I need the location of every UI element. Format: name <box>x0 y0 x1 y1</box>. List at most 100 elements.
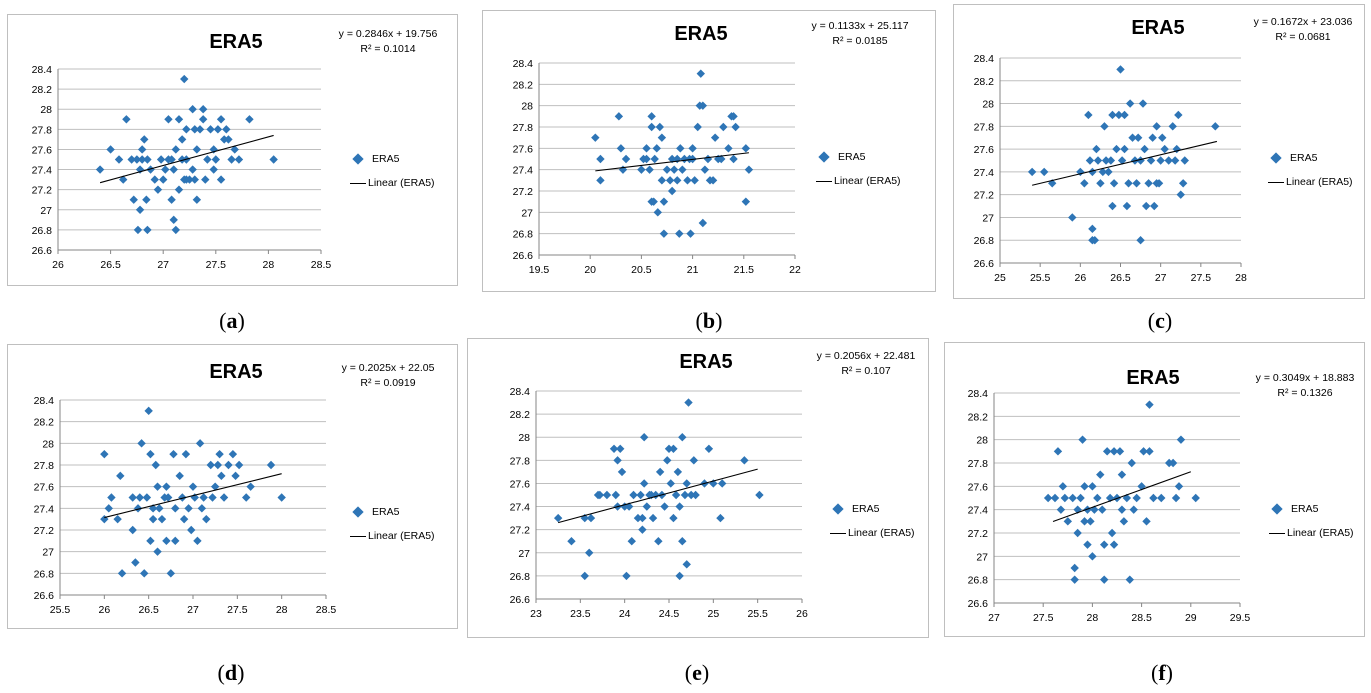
data-point <box>132 155 142 164</box>
y-tick-label: 26.8 <box>513 229 534 241</box>
data-point <box>553 513 563 523</box>
y-tick-label: 28 <box>42 438 54 450</box>
data-point <box>669 165 679 174</box>
data-point <box>167 155 176 164</box>
data-point <box>182 125 191 134</box>
data-point <box>128 525 137 535</box>
data-point <box>162 536 171 546</box>
data-point <box>647 122 656 132</box>
scatter-plot: 26.6 26.8 27 27.2 27.4 27.6 27.8 28 28.2 28.4 26 26… <box>32 64 332 271</box>
data-point <box>224 135 233 144</box>
x-tick-label: 26.5 <box>100 259 121 271</box>
y-tick-label: 26.8 <box>974 235 995 247</box>
data-point <box>675 502 684 511</box>
y-tick-label: 27.4 <box>510 502 531 514</box>
data-point <box>216 115 226 124</box>
data-point <box>1140 144 1149 154</box>
data-point <box>190 125 199 134</box>
y-tick-label: 27.6 <box>968 481 989 493</box>
data-point <box>1120 110 1129 120</box>
trendline-equation: y = 0.1133x + 25.117 R² = 0.0185 <box>811 19 908 49</box>
y-tick-label: 27.2 <box>34 525 55 537</box>
r-squared: R² = 0.0919 <box>360 377 416 389</box>
data-point <box>654 537 663 546</box>
x-tick-label: 20.5 <box>631 264 652 276</box>
y-tick-label: 28.2 <box>510 409 531 421</box>
data-point <box>1178 179 1188 188</box>
x-tick-label: 25.5 <box>50 604 71 616</box>
legend: ERA5 Linear (ERA5) <box>830 497 915 545</box>
data-point <box>1063 517 1072 526</box>
y-tick-label: 28.2 <box>968 411 989 423</box>
x-tick-label: 25.5 <box>747 608 768 620</box>
data-point <box>171 145 181 154</box>
x-tick-label: 28 <box>263 259 275 271</box>
data-point <box>741 144 751 153</box>
y-tick-label: 27 <box>518 548 530 560</box>
data-point <box>177 155 187 164</box>
data-point <box>1127 458 1136 468</box>
data-point <box>1083 540 1092 549</box>
data-point <box>1176 435 1186 444</box>
scatter-plot: 26.6 26.8 27 27.2 27.4 27.6 27.8 28 28.2 28.4 19.5… <box>513 58 801 276</box>
y-tick-label: 28.4 <box>513 58 534 70</box>
data-point <box>1109 179 1119 188</box>
data-point <box>1144 179 1153 188</box>
data-point <box>128 493 137 502</box>
trendline <box>558 468 758 524</box>
data-point <box>642 154 651 164</box>
x-tick-label: 23 <box>530 608 542 620</box>
y-tick-label: 28 <box>976 435 988 447</box>
data-point <box>1105 493 1115 503</box>
data-point <box>716 513 725 523</box>
data-point <box>660 502 669 511</box>
scatter-plot: 26.6 26.8 27 27.2 27.4 27.6 27.8 28 28.2 28.4 27 27… <box>968 388 1251 624</box>
data-point <box>688 144 697 153</box>
data-point <box>710 133 720 142</box>
data-point <box>1056 505 1066 514</box>
data-point <box>652 144 661 153</box>
trendline-equation: y = 0.2025x + 22.05 R² = 0.0919 <box>342 361 435 391</box>
data-point <box>1160 144 1169 154</box>
data-point <box>213 125 223 134</box>
data-point <box>1109 540 1119 549</box>
line-marker-icon <box>350 182 366 184</box>
chart-title: ERA5 <box>209 361 263 383</box>
y-tick-label: 27.2 <box>32 185 53 197</box>
data-point <box>655 122 665 132</box>
diamond-marker-icon <box>1271 503 1283 515</box>
x-tick-label: 25 <box>707 608 719 620</box>
y-tick-label: 28 <box>518 432 530 444</box>
data-point <box>1120 144 1129 154</box>
y-tick-label: 27.6 <box>32 144 53 156</box>
data-point <box>182 175 191 184</box>
data-point <box>731 122 740 132</box>
y-tick-label: 27.2 <box>510 525 531 537</box>
data-point <box>178 493 187 502</box>
x-tick-label: 27 <box>157 259 169 271</box>
data-point <box>1117 470 1127 479</box>
data-point <box>724 144 733 153</box>
panel-caption: (d) <box>217 660 245 685</box>
y-tick-label: 28.2 <box>513 79 534 91</box>
data-point <box>1116 65 1125 74</box>
data-point <box>142 493 152 502</box>
data-point <box>639 479 649 488</box>
x-tick-label: 24.5 <box>659 608 680 620</box>
data-point <box>198 115 208 124</box>
data-point <box>704 444 714 453</box>
y-tick-label: 27.6 <box>34 482 55 494</box>
data-point <box>167 195 176 204</box>
r-squared: R² = 0.0681 <box>1275 31 1331 43</box>
data-point <box>718 479 727 488</box>
data-point <box>611 490 620 500</box>
data-point <box>682 560 691 569</box>
data-point <box>135 205 145 214</box>
data-point <box>213 460 223 470</box>
y-tick-label: 26.8 <box>34 568 55 580</box>
data-point <box>1050 493 1060 503</box>
data-point <box>227 155 236 164</box>
data-point <box>222 125 231 134</box>
legend: ERA5 Linear (ERA5) <box>1268 146 1353 194</box>
x-tick-label: 28.5 <box>1131 612 1152 624</box>
